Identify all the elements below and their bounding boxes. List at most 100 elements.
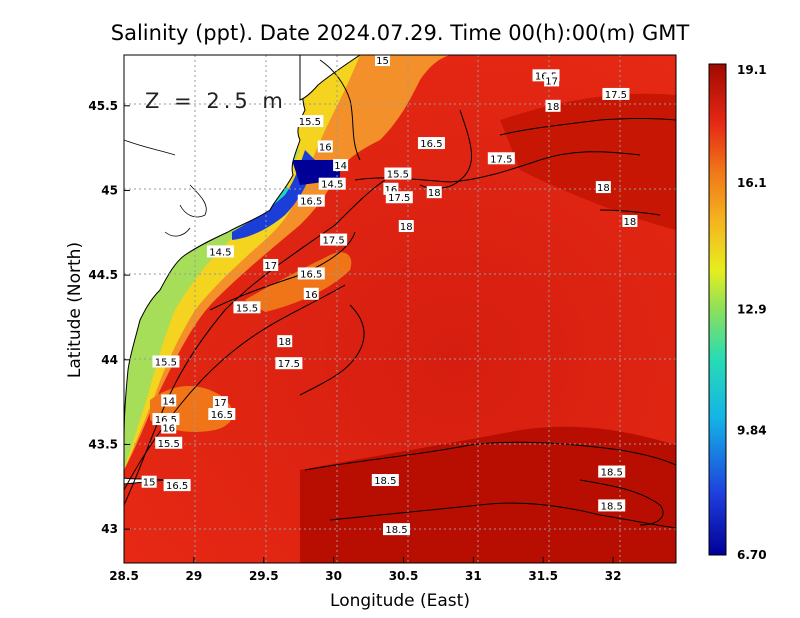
contour-label: 18 <box>398 220 414 233</box>
land-northeast <box>299 55 361 101</box>
contour-label-text: 15.5 <box>158 439 180 450</box>
contour-labels: 1516.51717.51815.516.51617.51415.514.518… <box>141 55 638 536</box>
x-tick-label: 30 <box>325 569 342 583</box>
contour-label-bg <box>544 74 560 87</box>
colorbar: 19.1 16.1 12.9 9.84 6.70 <box>708 63 767 562</box>
contour-label: 18.5 <box>598 499 626 512</box>
contour-label-bg <box>320 233 348 246</box>
contour-label-text: 17.5 <box>605 90 627 101</box>
contour-label-bg <box>383 523 411 536</box>
contour-label-text: 16 <box>305 290 318 301</box>
contour-label-bg <box>318 177 346 190</box>
x-tick-label: 29.5 <box>249 569 279 583</box>
colorbar-tick-label: 6.70 <box>737 548 767 562</box>
contour-label-bg <box>595 181 611 194</box>
contour-label: 17.5 <box>385 191 413 204</box>
contour-label-bg <box>208 407 236 420</box>
colorbar-tick-label: 16.1 <box>737 176 767 190</box>
colorbar-gradient <box>708 63 727 556</box>
contour-label-bg <box>141 475 157 488</box>
contour-label: 15.5 <box>155 436 183 450</box>
contour-label-bg <box>426 186 442 199</box>
contour-label: 17 <box>544 74 560 87</box>
contour-label-bg <box>297 267 325 280</box>
contour-label-text: 16.5 <box>211 410 233 421</box>
contour-label-bg <box>152 355 180 368</box>
contour-label-bg <box>303 287 319 300</box>
grid-lines <box>124 55 676 563</box>
contour-label: 17.5 <box>320 233 348 247</box>
contour-label-text: 14 <box>162 396 175 407</box>
plot-area: Z = 2.5 m 1516.51717.51815.516.51617.514… <box>124 55 676 563</box>
contour-label-text: 18 <box>400 222 413 233</box>
contour-label: 17 <box>263 258 279 272</box>
high-salinity-northeast <box>500 93 676 230</box>
contour-label-bg <box>233 301 261 314</box>
contour-label-bg <box>375 55 391 67</box>
y-axis: 43 43.5 44 44.5 45 45.5 Latitude (North) <box>65 99 130 536</box>
contour-label-bg <box>161 394 177 407</box>
contour-label: 15 <box>375 55 391 67</box>
contour-label-text: 17.5 <box>278 359 300 370</box>
contour-label-bg <box>417 137 445 150</box>
contour-label: 18 <box>426 186 442 199</box>
contour-label: 14 <box>333 159 349 172</box>
contour-label-text: 17 <box>214 398 227 409</box>
contour-label-bg <box>398 220 414 233</box>
contour-label: 16 <box>303 287 319 301</box>
contour-label-text: 18 <box>278 337 291 348</box>
contour-label-bg <box>275 357 303 370</box>
y-tick-label: 45 <box>101 183 118 197</box>
contour-label-text: 15.5 <box>236 303 258 314</box>
contour-label-bg <box>622 214 638 227</box>
contour-label: 18.5 <box>598 465 626 479</box>
contour-label-text: 16.5 <box>300 197 322 208</box>
x-tick-label: 30.5 <box>389 569 419 583</box>
contour-label-bg <box>487 152 515 165</box>
contour-label-text: 18 <box>547 102 560 113</box>
contour-label: 18 <box>622 214 638 228</box>
contour-label-bg <box>545 99 561 112</box>
contour-label-text: 18.5 <box>601 501 623 512</box>
contour-label: 16 <box>161 421 177 435</box>
y-tick-label: 44 <box>101 353 118 367</box>
x-axis: 28.5 29 29.5 30 30.5 31 31.5 32 Longitude (East… <box>109 557 621 611</box>
contour-label: 16.5 <box>297 194 325 208</box>
contour-label-bg <box>333 159 349 172</box>
contour-label-text: 18.5 <box>385 525 407 536</box>
y-axis-label: Latitude (North) <box>65 242 85 378</box>
contour-label-bg <box>371 474 399 487</box>
y-tick-label: 45.5 <box>88 99 118 113</box>
contour-label: 18.5 <box>371 474 399 487</box>
orange-tongue-1 <box>245 252 352 312</box>
y-tick-label: 43 <box>101 522 118 536</box>
contour-label: 15.5 <box>384 167 412 181</box>
contour-label-bg <box>212 396 228 409</box>
y-tick-label: 44.5 <box>88 268 118 282</box>
coastline-detail <box>124 139 207 237</box>
contour-label-bg <box>297 194 325 207</box>
contour-label: 14 <box>161 394 177 407</box>
contour-label: 14.5 <box>318 177 346 191</box>
contour-label-text: 15 <box>376 56 389 67</box>
contour-label: 17.5 <box>602 87 630 101</box>
contour-label: 15.5 <box>233 301 261 314</box>
contour-label-bg <box>385 191 413 204</box>
contour-label: 16 <box>317 140 333 153</box>
contour-label: 14.5 <box>206 245 234 258</box>
contour-label-text: 18.5 <box>374 476 396 487</box>
contour-label: 16.5 <box>297 267 325 280</box>
contour-label-text: 18 <box>624 217 637 228</box>
contour-label-bg <box>163 479 191 492</box>
x-axis-label: Longitude (East) <box>330 591 470 611</box>
contour-label-bg <box>161 421 177 434</box>
contour-label: 16.5 <box>417 137 445 150</box>
contour-label-bg <box>317 140 333 153</box>
contour-label: 17 <box>212 396 228 409</box>
contour-label-text: 16 <box>319 142 332 153</box>
contour-label-text: 17.5 <box>388 193 410 204</box>
contour-label-text: 16.5 <box>420 139 442 150</box>
contour-label-text: 16 <box>162 424 175 435</box>
contour-label-text: 16 <box>385 185 398 196</box>
contour-label-text: 16.5 <box>166 481 188 492</box>
